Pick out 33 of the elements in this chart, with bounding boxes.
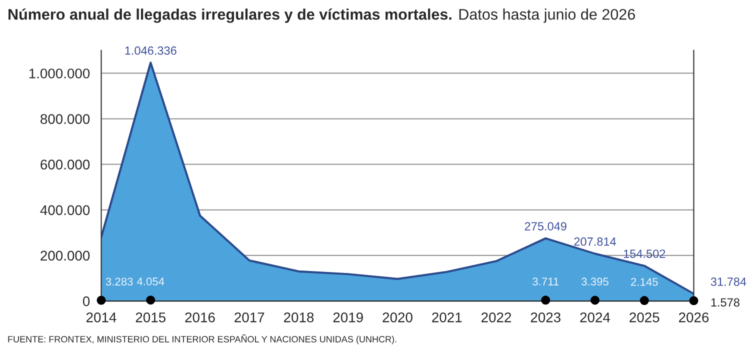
x-tick-label: 2014 [86, 312, 116, 322]
data-label: 2.145 [631, 278, 658, 286]
data-label: 207.814 [574, 237, 616, 246]
data-label: 3.395 [582, 278, 608, 286]
x-tick-label: 2025 [630, 312, 660, 322]
y-tick-label: 200.000 [40, 250, 90, 261]
x-tick-label: 2015 [136, 312, 166, 322]
data-label: 3.711 [532, 278, 559, 286]
y-tick-label: 400.000 [40, 205, 90, 216]
y-tick-label: 800.000 [40, 114, 90, 124]
x-tick-label: 2022 [482, 312, 512, 322]
y-tick-label: 0 [82, 296, 90, 306]
x-tick-label: 2018 [284, 312, 314, 322]
y-tick-label: 1.000.000 [29, 68, 90, 78]
x-tick-label: 2016 [185, 312, 215, 322]
source-note: FUENTE: FRONTEX, MINISTERIO DEL INTERIOR ESPAÑOL Y NACIONES UNIDAS (UNHCR). [8, 334, 396, 344]
x-tick-label: 2026 [679, 312, 709, 322]
data-label: 4.054 [136, 278, 164, 286]
data-label: 1.578 [711, 298, 740, 307]
x-tick-label: 2017 [234, 312, 264, 322]
data-label: 275.049 [524, 222, 566, 230]
data-label: 3.283 [106, 278, 133, 286]
data-label: 31.784 [710, 278, 746, 286]
x-tick-label: 2019 [333, 312, 363, 322]
x-tick-label: 2024 [580, 312, 610, 322]
x-tick-label: 2023 [530, 312, 560, 322]
chart-subtitle: Datos hasta junio de 2026 [459, 8, 635, 23]
data-label: 154.502 [624, 250, 666, 258]
x-tick-label: 2020 [382, 312, 412, 322]
data-label: 1.046.336 [125, 46, 176, 55]
x-tick-label: 2021 [432, 312, 462, 322]
y-tick-label: 600.000 [40, 160, 90, 170]
chart-title: Número anual de llegadas irregulares y de víctimas mortales. [8, 8, 452, 23]
